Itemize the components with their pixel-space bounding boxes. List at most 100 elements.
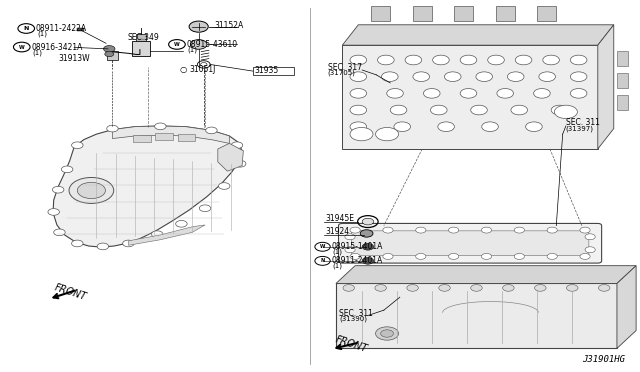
Circle shape (476, 72, 493, 81)
Polygon shape (342, 25, 614, 45)
Circle shape (387, 89, 403, 98)
Text: FRONT: FRONT (335, 335, 369, 355)
Circle shape (515, 55, 532, 65)
Text: 31913W: 31913W (58, 54, 90, 63)
Bar (537, 6, 556, 21)
Circle shape (107, 125, 118, 132)
Circle shape (350, 227, 360, 233)
Text: (1): (1) (37, 31, 47, 37)
FancyBboxPatch shape (339, 224, 602, 263)
Circle shape (77, 182, 106, 199)
Text: 08915-43610: 08915-43610 (186, 40, 237, 49)
Text: FRONT: FRONT (54, 283, 88, 303)
Circle shape (405, 55, 422, 65)
Text: (31397): (31397) (566, 125, 594, 132)
Circle shape (189, 21, 208, 32)
Circle shape (598, 285, 610, 291)
Text: (1): (1) (333, 249, 343, 255)
Circle shape (350, 122, 367, 132)
Bar (617, 73, 628, 88)
Circle shape (175, 221, 187, 227)
Polygon shape (617, 266, 636, 348)
Circle shape (497, 89, 513, 98)
Circle shape (155, 123, 166, 130)
Circle shape (431, 105, 447, 115)
Circle shape (350, 89, 367, 98)
Text: 08911-2422A: 08911-2422A (36, 24, 87, 33)
Text: 31152A: 31152A (214, 22, 244, 31)
Text: 31051J: 31051J (189, 65, 216, 74)
Circle shape (390, 105, 407, 115)
Bar (133, 135, 151, 141)
Text: W: W (320, 244, 325, 249)
Bar (177, 134, 195, 141)
Text: 08916-3421A: 08916-3421A (31, 42, 83, 51)
Circle shape (543, 55, 559, 65)
Text: W: W (174, 42, 180, 47)
Text: N: N (24, 26, 29, 31)
Circle shape (488, 55, 504, 65)
Bar (253, 67, 294, 75)
Circle shape (360, 230, 373, 237)
Circle shape (376, 128, 399, 141)
Polygon shape (342, 45, 598, 149)
Text: SEC.349: SEC.349 (127, 33, 159, 42)
Bar (495, 6, 515, 21)
Polygon shape (336, 283, 617, 348)
Circle shape (350, 72, 367, 81)
Circle shape (449, 253, 459, 259)
Text: (31390): (31390) (339, 315, 367, 322)
Circle shape (508, 72, 524, 81)
Circle shape (199, 205, 211, 212)
Polygon shape (113, 126, 229, 143)
Circle shape (547, 253, 557, 259)
Circle shape (350, 253, 360, 259)
Circle shape (554, 105, 577, 119)
Text: (1): (1) (188, 47, 198, 53)
Text: J31901HG: J31901HG (582, 355, 625, 364)
Text: 08915-1401A: 08915-1401A (332, 242, 383, 251)
Circle shape (482, 122, 499, 132)
Circle shape (394, 122, 410, 132)
Circle shape (460, 55, 477, 65)
Circle shape (343, 285, 355, 291)
Circle shape (69, 177, 114, 203)
Circle shape (444, 72, 461, 81)
Bar (617, 51, 628, 65)
Circle shape (433, 55, 449, 65)
Circle shape (362, 218, 374, 225)
Circle shape (481, 227, 492, 233)
Circle shape (514, 253, 524, 259)
Circle shape (234, 160, 246, 167)
Circle shape (570, 55, 587, 65)
Circle shape (566, 285, 578, 291)
Bar (413, 6, 432, 21)
Circle shape (61, 166, 73, 173)
Circle shape (481, 253, 492, 259)
Text: W: W (19, 45, 25, 49)
Circle shape (383, 227, 393, 233)
Circle shape (381, 330, 394, 337)
Text: N: N (321, 259, 324, 263)
Circle shape (378, 55, 394, 65)
Circle shape (72, 240, 83, 247)
Circle shape (534, 89, 550, 98)
Circle shape (383, 253, 393, 259)
Circle shape (460, 89, 477, 98)
Polygon shape (336, 266, 636, 283)
Polygon shape (598, 25, 614, 149)
Circle shape (218, 183, 230, 189)
Circle shape (424, 89, 440, 98)
Circle shape (502, 285, 514, 291)
Circle shape (534, 285, 546, 291)
Circle shape (439, 285, 451, 291)
Bar (454, 6, 473, 21)
Circle shape (438, 122, 454, 132)
Circle shape (350, 128, 373, 141)
Circle shape (350, 105, 367, 115)
Bar (132, 41, 150, 56)
Circle shape (585, 234, 595, 240)
Circle shape (152, 231, 163, 237)
Circle shape (470, 285, 482, 291)
Circle shape (449, 227, 459, 233)
